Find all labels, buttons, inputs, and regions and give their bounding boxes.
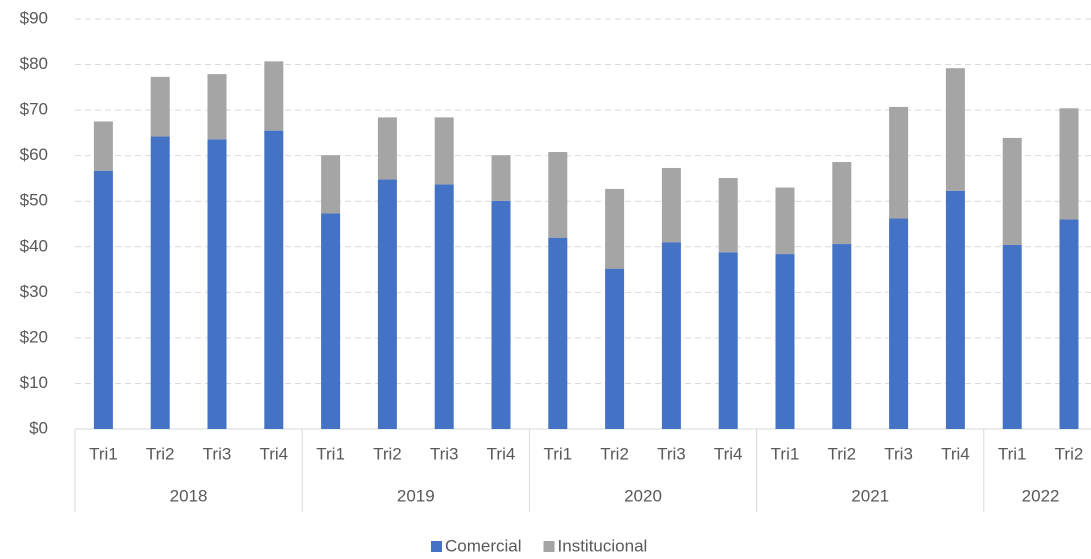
bar-segment: [150, 76, 170, 137]
x-tick-label: Tri1: [543, 444, 572, 463]
group-label: 2018: [170, 486, 208, 505]
bar-segment: [605, 188, 625, 269]
bar-segment: [1059, 219, 1079, 429]
legend-swatch: [431, 541, 442, 552]
y-tick-label: $80: [20, 54, 48, 73]
y-tick-label: $40: [20, 236, 48, 255]
x-tick-label: Tri2: [373, 444, 402, 463]
x-tick-label: Tri1: [316, 444, 345, 463]
bar-segment: [207, 74, 227, 140]
bar-segment: [491, 200, 511, 429]
bar-segment: [321, 213, 341, 429]
bar-segment: [775, 254, 795, 429]
bar-segment: [264, 130, 284, 429]
bar-segment: [264, 61, 284, 131]
bar-segment: [548, 237, 568, 429]
bar-segment: [718, 252, 738, 429]
bar-segment: [832, 244, 852, 429]
bar-segment: [93, 121, 113, 171]
bar-segment: [661, 167, 681, 243]
bar-segment: [605, 268, 625, 429]
bar-segment: [775, 187, 795, 255]
bar-segment: [945, 190, 965, 429]
bar-segment: [718, 177, 738, 253]
x-tick-label: Tri1: [998, 444, 1027, 463]
y-tick-label: $0: [29, 418, 48, 437]
bar-segment: [1002, 137, 1022, 245]
x-tick-label: Tri2: [146, 444, 175, 463]
bar-segment: [377, 117, 397, 180]
x-tick-label: Tri2: [600, 444, 629, 463]
bar-segment: [945, 68, 965, 191]
x-tick-label: Tri4: [487, 444, 516, 463]
bar-segment: [150, 136, 170, 430]
bar-segment: [434, 117, 454, 185]
x-tick-label: Tri4: [259, 444, 288, 463]
legend-label: Institucional: [558, 536, 648, 555]
legend-label: Comercial: [445, 536, 522, 555]
bar-segment: [491, 155, 511, 201]
bar-segment: [548, 152, 568, 238]
y-tick-label: $20: [20, 327, 48, 346]
y-tick-label: $10: [20, 373, 48, 392]
bar-segment: [661, 242, 681, 429]
bar-segment: [207, 139, 227, 429]
bar-segment: [377, 179, 397, 429]
group-label: 2021: [851, 486, 889, 505]
y-tick-label: $30: [20, 282, 48, 301]
bar-segment: [832, 162, 852, 245]
bar-segment: [889, 218, 909, 429]
x-tick-label: Tri1: [771, 444, 800, 463]
x-tick-label: Tri4: [714, 444, 743, 463]
x-tick-label: Tri3: [430, 444, 459, 463]
bar-segment: [889, 106, 909, 219]
x-tick-label: Tri4: [941, 444, 970, 463]
bar-segment: [1059, 108, 1079, 220]
group-label: 2019: [397, 486, 435, 505]
bar-segment: [434, 184, 454, 429]
y-tick-label: $60: [20, 145, 48, 164]
x-tick-label: Tri2: [1055, 444, 1084, 463]
x-tick-label: Tri3: [884, 444, 913, 463]
bar-segment: [321, 155, 341, 214]
y-tick-label: $90: [20, 8, 48, 27]
bar-segment: [1002, 244, 1022, 429]
x-tick-label: Tri3: [203, 444, 232, 463]
group-label: 2022: [1022, 486, 1060, 505]
group-label: 2020: [624, 486, 662, 505]
x-tick-label: Tri1: [89, 444, 118, 463]
y-tick-label: $70: [20, 100, 48, 119]
bar-segment: [93, 170, 113, 429]
x-tick-label: Tri2: [827, 444, 856, 463]
y-tick-label: $50: [20, 191, 48, 210]
legend-swatch: [543, 541, 555, 552]
x-tick-label: Tri3: [657, 444, 686, 463]
